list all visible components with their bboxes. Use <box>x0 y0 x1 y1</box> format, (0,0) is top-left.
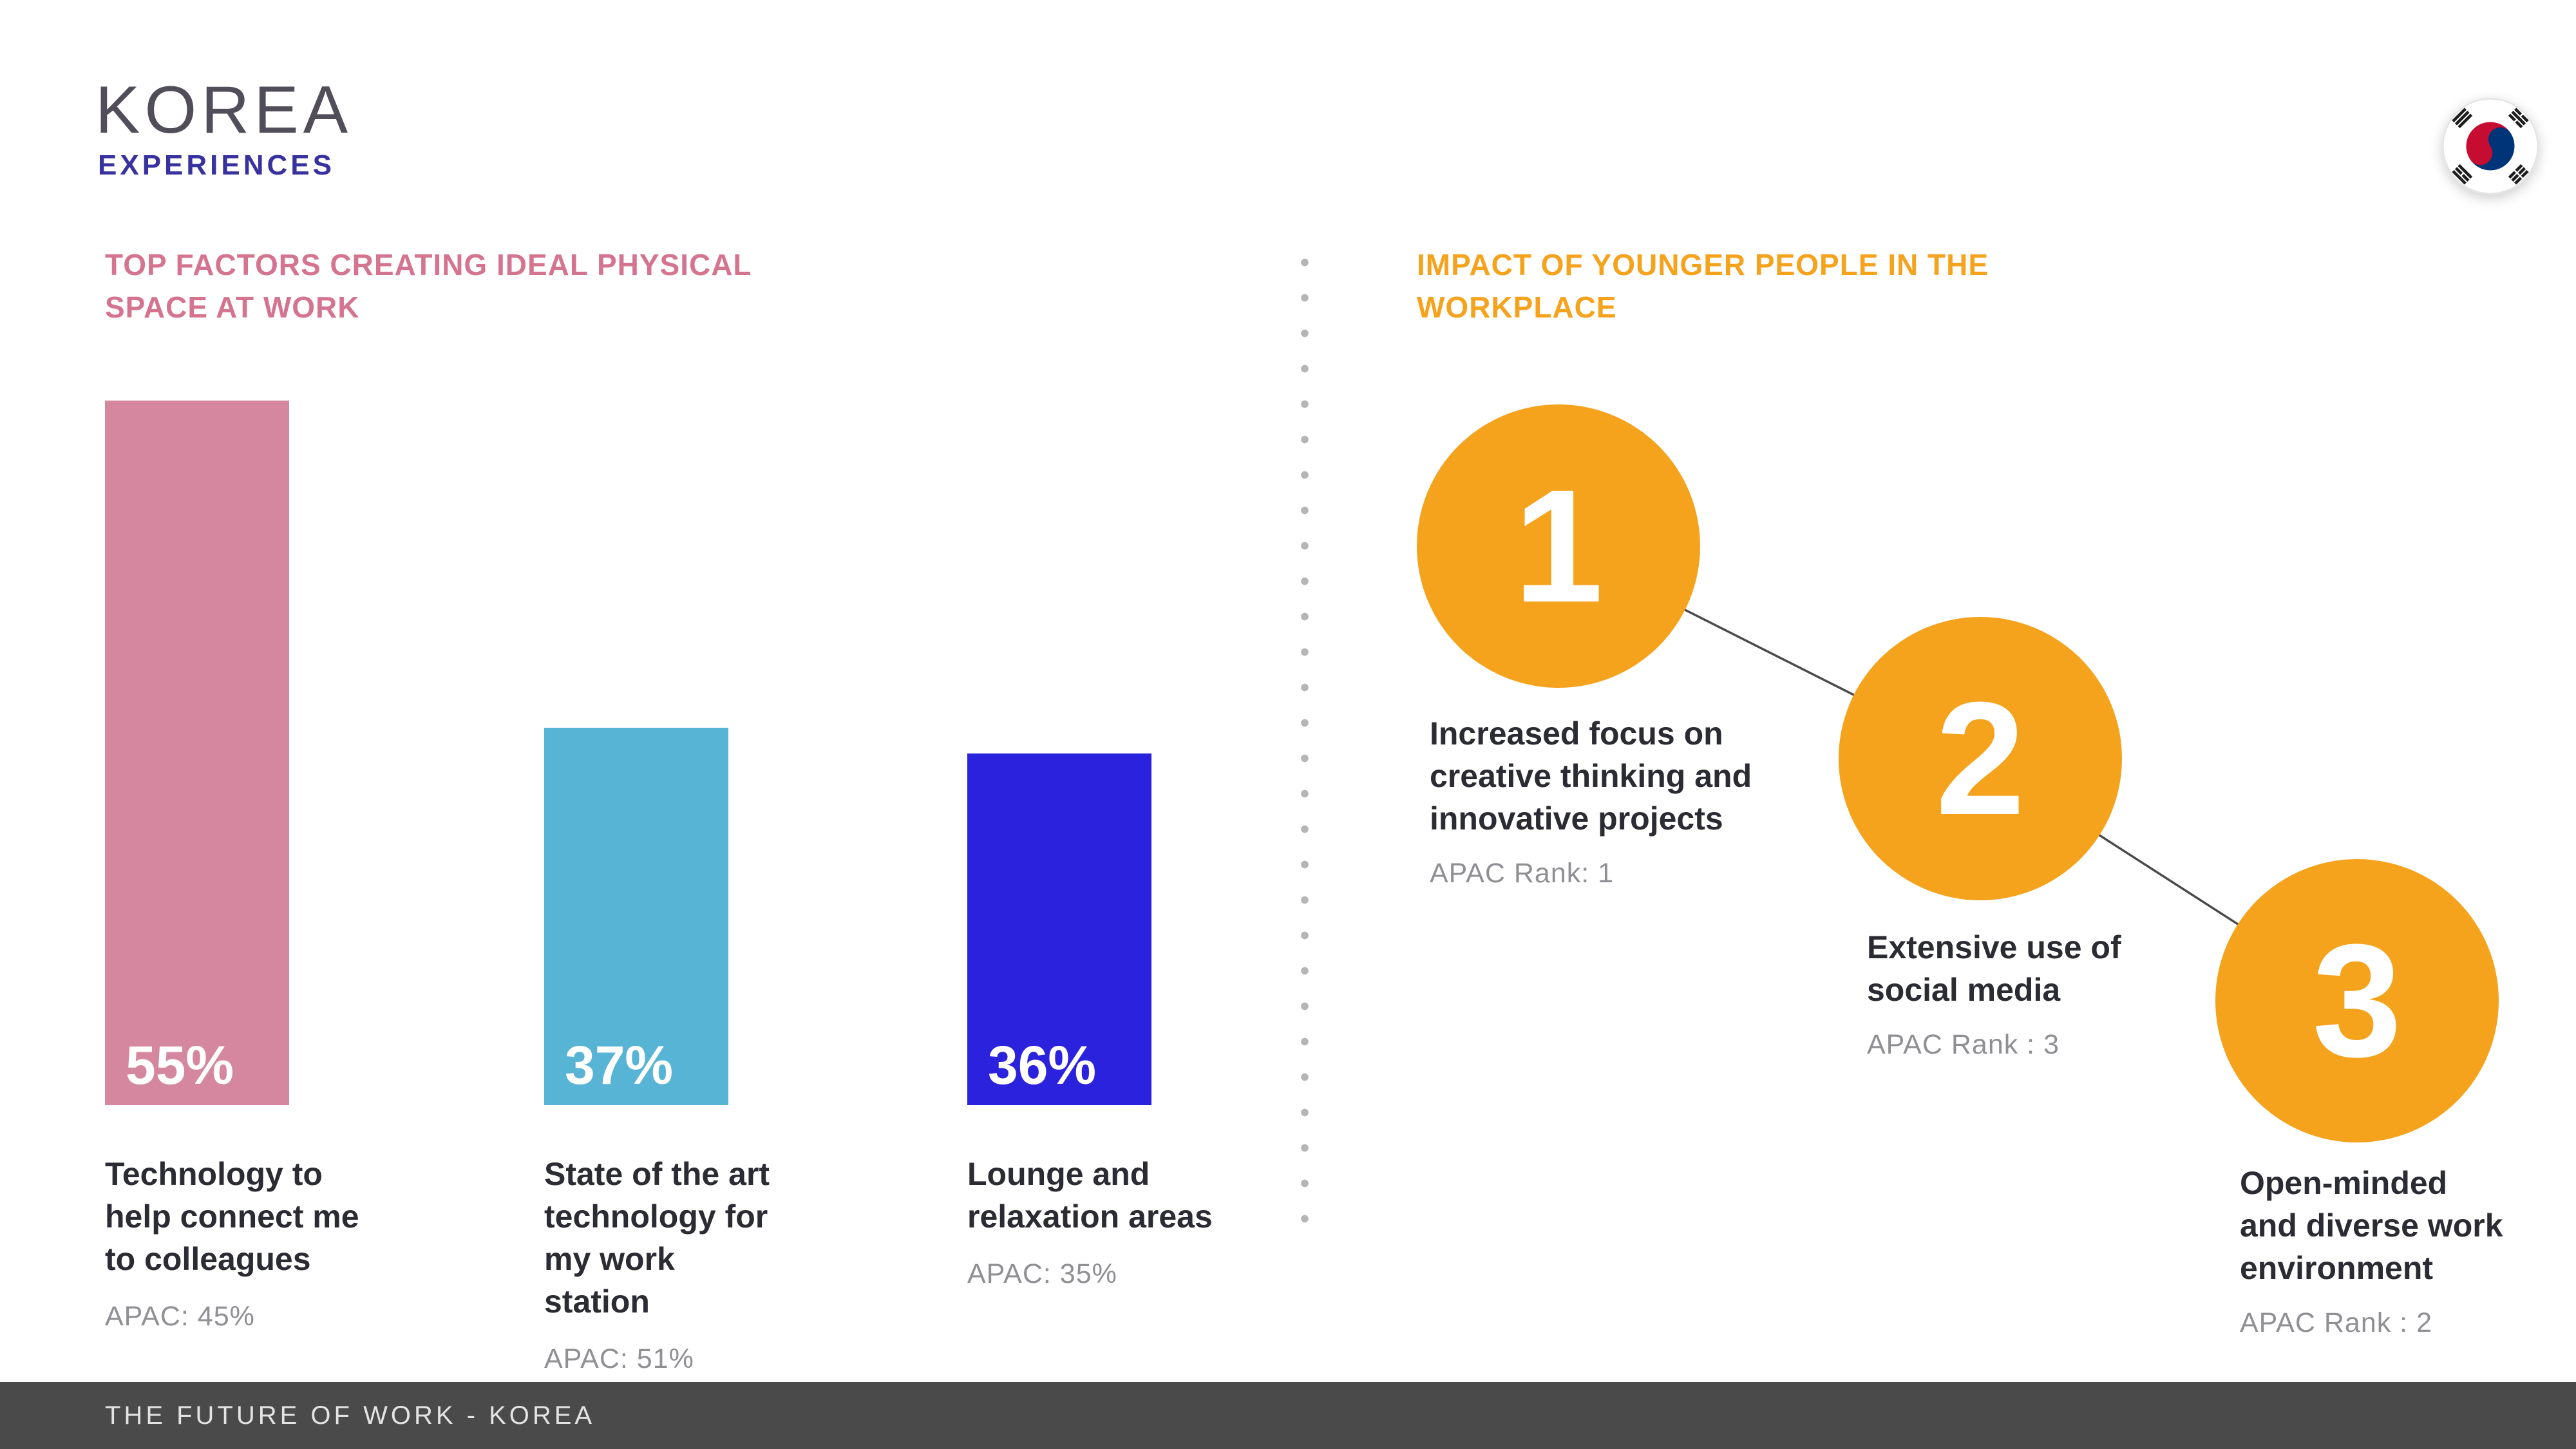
left-section-heading: TOP FACTORS CREATING IDEAL PHYSICAL SPAC… <box>105 248 752 324</box>
rank-label: Open-minded and diverse work environment <box>2240 1165 2503 1286</box>
bar-category-label: Lounge and relaxation areas <box>967 1156 1213 1235</box>
right-section-heading: IMPACT OF YOUNGER PEOPLE IN THE WORKPLAC… <box>1417 248 1989 324</box>
bar-value-label: 55% <box>126 1035 234 1095</box>
rank-apac-label: APAC Rank : 2 <box>2240 1307 2432 1338</box>
bar-category-label: Technology to help connect me to colleag… <box>105 1156 359 1277</box>
rank-number: 1 <box>1513 456 1604 636</box>
dotted-divider <box>1301 245 1309 1244</box>
apac-comparison-label: APAC: 51% <box>544 1343 694 1374</box>
rank-number: 2 <box>1935 668 2025 848</box>
rank-number: 3 <box>2312 911 2402 1090</box>
rank-circle-3: 3 <box>2215 859 2499 1142</box>
bar-state-of-the-art-tech: 37% <box>544 728 728 1105</box>
page-title: KOREA <box>95 73 353 147</box>
bar-caption-group: Technology to help connect me to colleag… <box>105 1153 382 1332</box>
bar-caption-group: State of the art technology for my work … <box>544 1153 821 1375</box>
south-korea-flag-icon <box>2442 98 2539 194</box>
rank-caption-group-1: Increased focus on creative thinking and… <box>1430 712 1803 889</box>
bar-technology-connect: 55% <box>105 401 289 1105</box>
rank-caption-group-3: Open-minded and diverse work environment… <box>2240 1162 2576 1339</box>
page-subtitle: EXPERIENCES <box>98 149 335 181</box>
rank-label: Extensive use of social media <box>1867 929 2121 1008</box>
rank-apac-label: APAC Rank : 3 <box>1867 1029 2060 1060</box>
rank-caption-group-2: Extensive use of social media APAC Rank … <box>1867 926 2240 1061</box>
bar-caption-group: Lounge and relaxation areas APAC: 35% <box>967 1153 1244 1290</box>
footer-bar: THE FUTURE OF WORK - KOREA <box>0 1382 2576 1449</box>
bar-category-label: State of the art technology for my work … <box>544 1156 770 1320</box>
apac-comparison-label: APAC: 35% <box>967 1258 1117 1289</box>
bar-lounge-areas: 36% <box>967 753 1151 1105</box>
bar-value-label: 36% <box>988 1035 1097 1095</box>
footer-text: THE FUTURE OF WORK - KOREA <box>105 1401 596 1430</box>
rank-circle-2: 2 <box>1839 617 2122 900</box>
rank-label: Increased focus on creative thinking and… <box>1430 715 1752 837</box>
rank-circle-1: 1 <box>1417 404 1700 688</box>
south-korea-flag-graphic <box>2442 98 2539 194</box>
bar-value-label: 37% <box>565 1035 674 1095</box>
rank-apac-label: APAC Rank: 1 <box>1430 858 1615 889</box>
apac-comparison-label: APAC: 45% <box>105 1301 255 1332</box>
